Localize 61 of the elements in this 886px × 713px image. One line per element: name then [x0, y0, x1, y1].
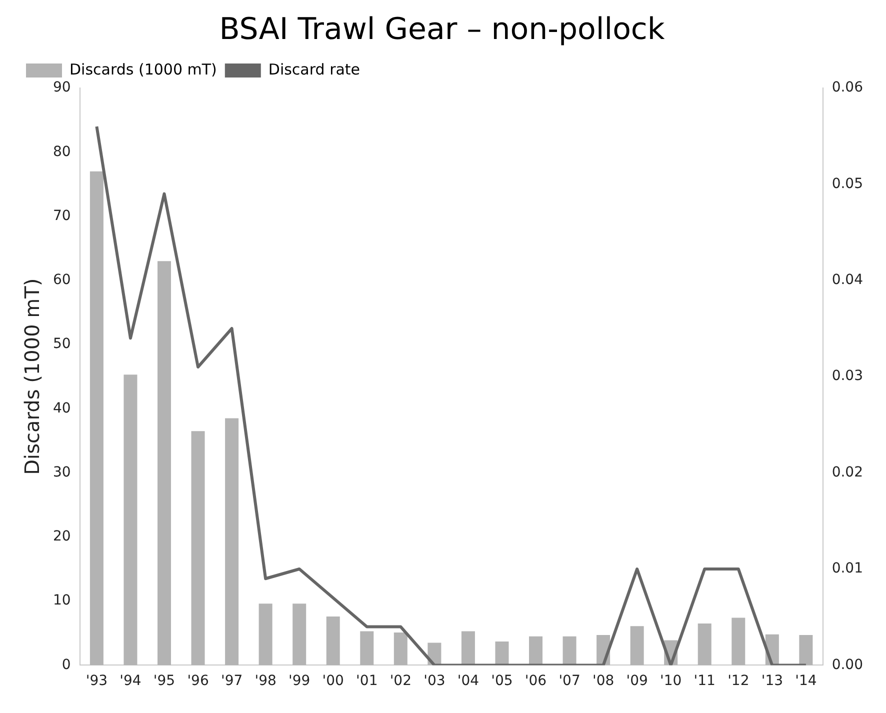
y2-tick-label: 0.05 — [832, 176, 863, 192]
bar — [732, 618, 746, 666]
x-tick-label: '96 — [187, 673, 209, 690]
bar — [799, 635, 813, 666]
bar — [394, 632, 408, 666]
bar — [360, 631, 374, 666]
legend-label: Discards (1000 mT) — [70, 60, 217, 78]
x-tick-label: '09 — [626, 673, 648, 690]
x-tick-label: '08 — [592, 673, 614, 690]
y-tick-label: 70 — [52, 208, 71, 224]
x-tick-label: '14 — [795, 673, 817, 690]
x-tick-label: '11 — [694, 673, 716, 690]
x-tick-label: '03 — [424, 673, 446, 690]
bar — [225, 418, 239, 666]
y-tick-label: 0 — [62, 656, 71, 673]
x-tick-label: '10 — [660, 673, 682, 690]
x-tick-label: '01 — [356, 673, 378, 690]
x-tick-label: '05 — [491, 673, 513, 690]
y-tick-label: 10 — [52, 592, 71, 609]
y-tick-label: 20 — [52, 528, 71, 545]
x-tick-label: '06 — [524, 673, 547, 690]
x-tick-label: '97 — [220, 673, 243, 690]
bar — [529, 636, 543, 666]
y2-tick-label: 0.01 — [832, 560, 863, 577]
y2-tick-label: 0.03 — [832, 368, 863, 384]
bar — [124, 374, 138, 666]
bar — [90, 171, 104, 666]
bar — [495, 641, 509, 666]
x-tick-label: '95 — [153, 673, 176, 690]
x-tick-label: '12 — [728, 673, 750, 690]
x-tick-label: '93 — [86, 673, 108, 690]
bar — [630, 626, 644, 666]
bar — [562, 636, 576, 666]
y2-tick-label: 0.06 — [832, 80, 864, 96]
chart-title: BSAI Trawl Gear – non-pollock — [219, 12, 666, 47]
bar — [326, 616, 340, 666]
legend-label: Discard rate — [268, 60, 360, 78]
y-tick-label: 60 — [52, 272, 71, 288]
y2-tick-label: 0.02 — [832, 464, 863, 480]
y-tick-label: 80 — [52, 144, 71, 160]
bar — [698, 624, 712, 666]
x-tick-label: '04 — [457, 673, 480, 690]
bar — [461, 631, 475, 666]
x-tick-label: '02 — [390, 673, 412, 690]
x-tick-label: '07 — [558, 673, 580, 690]
y-axis-title: Discards (1000 mT) — [20, 278, 44, 475]
x-tick-label: '94 — [120, 673, 142, 690]
bar — [292, 604, 306, 666]
x-tick-label: '99 — [288, 673, 310, 690]
y-tick-label: 90 — [52, 80, 71, 96]
x-tick-label: '00 — [322, 673, 344, 690]
y-tick-label: 50 — [52, 336, 71, 352]
x-tick-label: '13 — [761, 673, 784, 690]
y2-tick-label: 0.04 — [832, 272, 864, 288]
bar — [191, 431, 205, 666]
x-tick-label: '98 — [254, 673, 276, 690]
y-tick-label: 40 — [52, 400, 71, 416]
y2-tick-label: 0.00 — [832, 656, 863, 673]
bar — [258, 604, 272, 666]
y-tick-label: 30 — [52, 464, 71, 480]
bar — [157, 261, 172, 666]
